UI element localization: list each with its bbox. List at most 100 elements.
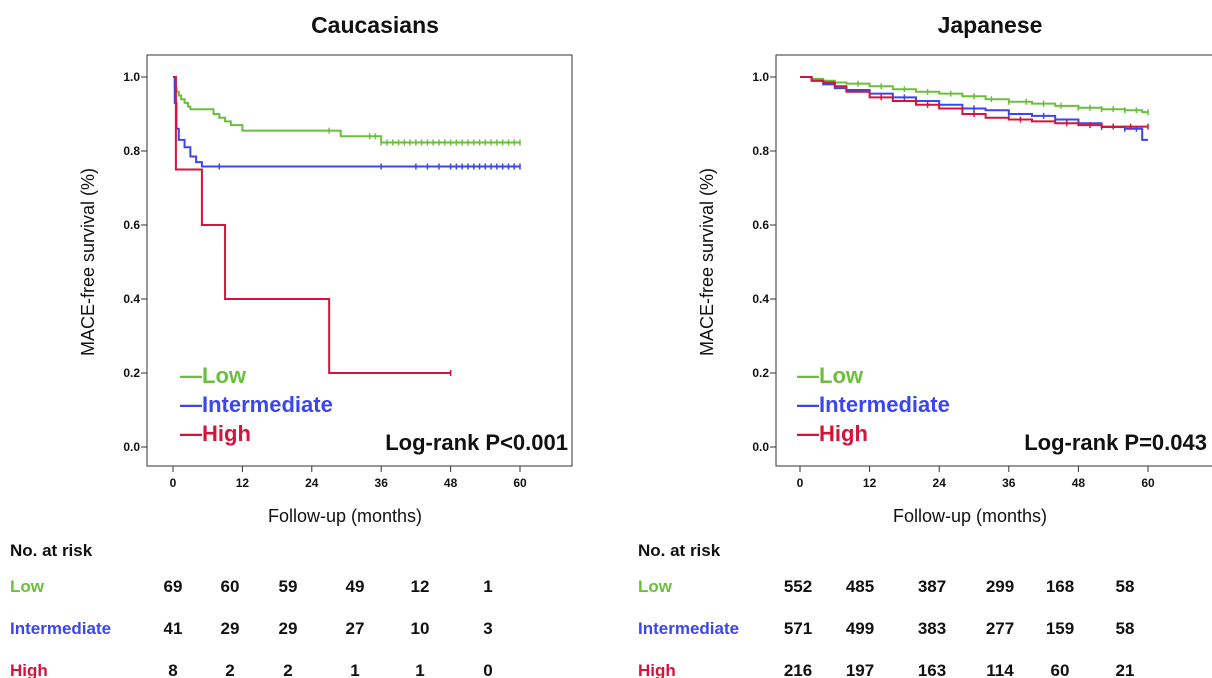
risk-count: 69 bbox=[164, 577, 183, 596]
x-tick-label: 0 bbox=[170, 476, 177, 490]
x-tick-label: 0 bbox=[797, 476, 804, 490]
legend-item-intermediate: —Intermediate bbox=[797, 392, 950, 417]
x-axis-label: Follow-up (months) bbox=[268, 506, 422, 526]
risk-count: 163 bbox=[918, 661, 946, 678]
y-tick-label: 0.2 bbox=[123, 366, 140, 380]
plot-frame bbox=[146, 54, 573, 467]
legend-item-low: —Low bbox=[797, 363, 864, 388]
risk-count: 0 bbox=[483, 661, 492, 678]
y-axis-label: MACE-free survival (%) bbox=[78, 168, 98, 356]
risk-row-label: Low bbox=[638, 577, 673, 596]
risk-count: 159 bbox=[1046, 619, 1074, 638]
panel-japanese: Japanese 0.0 0.2 0.4 0.6 0.8 1.0 0 12 24 36 48 60 M… bbox=[638, 12, 1212, 678]
risk-count: 197 bbox=[846, 661, 874, 678]
risk-count: 59 bbox=[279, 577, 298, 596]
risk-count: 49 bbox=[346, 577, 365, 596]
x-tick-label: 36 bbox=[375, 476, 389, 490]
y-tick-label: 0.6 bbox=[752, 218, 769, 232]
logrank-annotation: Log-rank P=0.043 bbox=[1024, 430, 1207, 455]
y-tick-label: 0.0 bbox=[752, 440, 769, 454]
risk-table: No. at risk Low 552 485 387 299 168 58 Intermed… bbox=[638, 541, 1134, 678]
x-tick-label: 24 bbox=[933, 476, 947, 490]
risk-count: 12 bbox=[411, 577, 430, 596]
y-tick-label: 1.0 bbox=[752, 70, 769, 84]
risk-count: 499 bbox=[846, 619, 874, 638]
survival-curve-intermediate bbox=[800, 76, 1148, 141]
y-tick-label: 1.0 bbox=[123, 70, 140, 84]
risk-count: 58 bbox=[1116, 577, 1135, 596]
x-tick-label: 60 bbox=[513, 476, 527, 490]
y-tick-label: 0.8 bbox=[752, 144, 769, 158]
risk-table-header: No. at risk bbox=[10, 541, 93, 560]
risk-count: 29 bbox=[221, 619, 240, 638]
axes: 0.0 0.2 0.4 0.6 0.8 1.0 0 12 24 36 48 60 bbox=[752, 70, 1155, 490]
risk-row-label: Low bbox=[10, 577, 45, 596]
x-tick-label: 12 bbox=[236, 476, 250, 490]
risk-count: 216 bbox=[784, 661, 812, 678]
survival-curve-high bbox=[800, 76, 1148, 128]
x-tick-label: 12 bbox=[863, 476, 877, 490]
survival-curves bbox=[173, 76, 521, 376]
legend-item-intermediate: —Intermediate bbox=[180, 392, 333, 417]
legend-item-high: —High bbox=[180, 421, 251, 446]
survival-curves bbox=[800, 76, 1149, 141]
risk-count: 29 bbox=[279, 619, 298, 638]
risk-count: 571 bbox=[784, 619, 812, 638]
x-tick-label: 48 bbox=[1072, 476, 1086, 490]
risk-count: 383 bbox=[918, 619, 946, 638]
risk-count: 2 bbox=[225, 661, 234, 678]
risk-count: 114 bbox=[986, 661, 1014, 678]
risk-row-label: Intermediate bbox=[10, 619, 111, 638]
x-tick-label: 48 bbox=[444, 476, 458, 490]
risk-count: 2 bbox=[283, 661, 292, 678]
y-tick-label: 0.0 bbox=[123, 440, 140, 454]
risk-count: 8 bbox=[168, 661, 177, 678]
axes: 0.0 0.2 0.4 0.6 0.8 1.0 0 12 24 36 48 60 bbox=[123, 70, 527, 490]
legend: —Low —Intermediate —High bbox=[797, 363, 950, 446]
risk-count: 41 bbox=[164, 619, 183, 638]
risk-count: 1 bbox=[415, 661, 424, 678]
legend-item-low: —Low bbox=[180, 363, 247, 388]
risk-count: 277 bbox=[986, 619, 1014, 638]
panel-caucasians: Caucasians 0.00.20.40.60.81.00 12 24 36 48 60… bbox=[10, 12, 573, 678]
survival-curve-low bbox=[173, 76, 520, 144]
risk-count: 27 bbox=[346, 619, 365, 638]
risk-count: 1 bbox=[483, 577, 492, 596]
risk-table-header: No. at risk bbox=[638, 541, 721, 560]
y-tick-label: 0.4 bbox=[752, 292, 769, 306]
risk-count: 1 bbox=[350, 661, 359, 678]
y-tick-label: 0.4 bbox=[123, 292, 140, 306]
x-tick-label: 36 bbox=[1002, 476, 1016, 490]
risk-table-rows: Low 552 485 387 299 168 58 Intermediate 571 499 38… bbox=[638, 577, 1134, 678]
x-tick-label: 60 bbox=[1141, 476, 1155, 490]
chart-title: Caucasians bbox=[311, 12, 439, 38]
risk-count: 21 bbox=[1116, 661, 1135, 678]
risk-row-label: Intermediate bbox=[638, 619, 739, 638]
risk-count: 58 bbox=[1116, 619, 1135, 638]
y-tick-label: 0.2 bbox=[752, 366, 769, 380]
risk-count: 10 bbox=[411, 619, 430, 638]
risk-count: 299 bbox=[986, 577, 1014, 596]
risk-count: 3 bbox=[483, 619, 492, 638]
y-axis-label: MACE-free survival (%) bbox=[697, 168, 717, 356]
chart-title: Japanese bbox=[938, 12, 1043, 38]
risk-count: 168 bbox=[1046, 577, 1074, 596]
x-tick-label: 24 bbox=[305, 476, 319, 490]
risk-count: 387 bbox=[918, 577, 946, 596]
risk-row-label: High bbox=[638, 661, 676, 678]
risk-count: 60 bbox=[221, 577, 240, 596]
legend: —Low —Intermediate —High bbox=[180, 363, 333, 446]
y-tick-label: 0.8 bbox=[123, 144, 140, 158]
x-axis-label: Follow-up (months) bbox=[893, 506, 1047, 526]
survival-curve-high bbox=[173, 76, 451, 374]
logrank-annotation: Log-rank P<0.001 bbox=[385, 430, 568, 455]
risk-count: 485 bbox=[846, 577, 874, 596]
y-tick-label: 0.6 bbox=[123, 218, 140, 232]
risk-count: 60 bbox=[1051, 661, 1070, 678]
risk-row-label: High bbox=[10, 661, 48, 678]
legend-item-high: —High bbox=[797, 421, 868, 446]
plot-frame bbox=[775, 54, 1212, 467]
